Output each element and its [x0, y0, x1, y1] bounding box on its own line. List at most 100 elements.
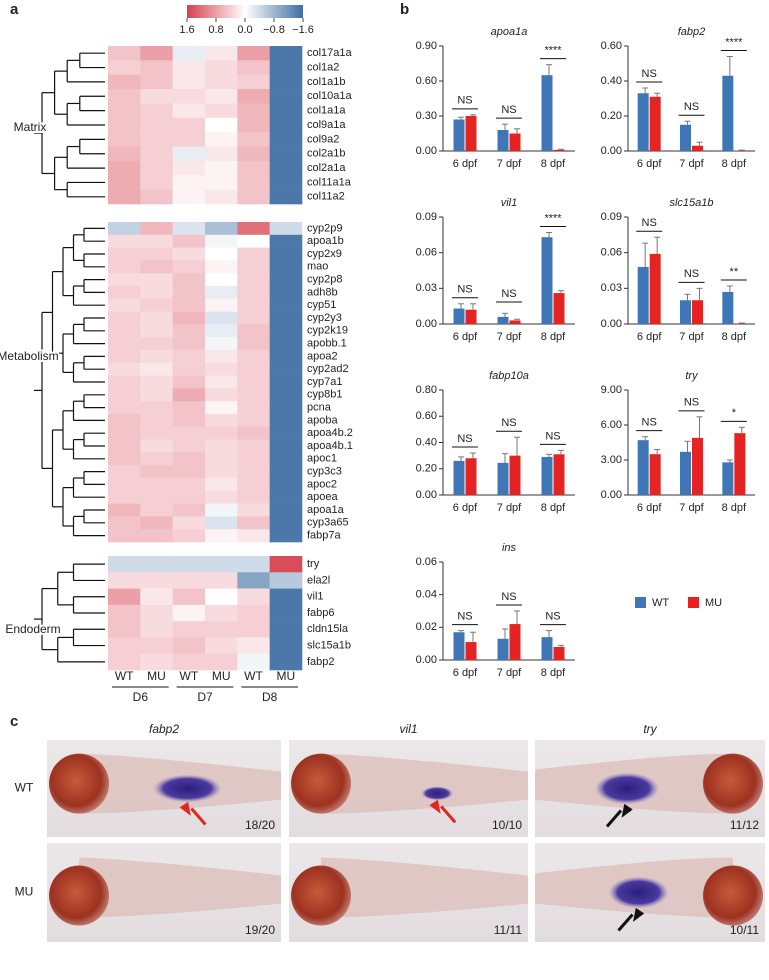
legend-label: MU [705, 597, 722, 609]
heatmap-cell [237, 247, 270, 261]
heatmap-cell [140, 160, 173, 176]
heatmap-cell [269, 74, 303, 90]
heatmap-cell [205, 401, 238, 415]
heatmap-cell [172, 490, 206, 504]
heatmap-cell [269, 298, 303, 312]
heatmap-cell [269, 604, 303, 622]
heatmap-cell [172, 588, 206, 606]
heatmap-cell [140, 452, 173, 466]
photo: 10/11 [535, 843, 765, 942]
x-tick-label: 8 dpf [722, 502, 747, 514]
heatmap-cell [140, 132, 173, 147]
heatmap-cell [140, 234, 173, 248]
heatmap-cell [140, 298, 173, 312]
y-tick-label: 0.60 [601, 40, 622, 52]
significance-label: **** [725, 36, 743, 48]
gene-label: adh8b [307, 286, 338, 298]
heatmap-cell [237, 490, 270, 504]
significance-label: NS [457, 284, 472, 296]
fish-eye [291, 753, 351, 814]
heatmap-cell [205, 175, 238, 190]
heatmap-cell [108, 132, 141, 147]
arrow-head [429, 799, 441, 814]
heatmap-cell [172, 478, 206, 492]
gene-label: mao [307, 261, 328, 273]
bar [465, 116, 477, 151]
heatmap-cell [172, 247, 206, 261]
heatmap-cell [140, 478, 173, 492]
bar [497, 462, 509, 495]
heatmap-cell [269, 588, 303, 606]
heatmap-cell [237, 89, 270, 104]
count-label: 10/10 [492, 818, 522, 832]
heatmap-cell [205, 350, 238, 364]
heatmap-cell [237, 60, 270, 76]
heatmap-cell [205, 375, 238, 389]
bar [649, 96, 661, 151]
bar [541, 237, 553, 324]
heatmap-cell [269, 311, 303, 325]
heatmap-cell [237, 529, 270, 543]
gene-label: fabp6 [307, 607, 335, 619]
heatmap-cell [172, 452, 206, 466]
x-tick-label: 6 dpf [637, 331, 662, 343]
heatmap-cell [205, 337, 238, 351]
heatmap-cell [140, 89, 173, 104]
heatmap-cell [205, 478, 238, 492]
heatmap-cell [140, 311, 173, 325]
heatmap-cell [172, 260, 206, 274]
y-tick-label: 0.04 [416, 589, 437, 601]
heatmap-cell [108, 324, 141, 338]
heatmap-cell [237, 273, 270, 287]
heatmap-cell [172, 604, 206, 622]
row-label: MU [15, 885, 34, 899]
x-tick-label: 7 dpf [679, 158, 704, 170]
x-tick-label: 8 dpf [541, 158, 566, 170]
gene-label: apoa2 [307, 350, 338, 362]
day-label: D8 [262, 690, 278, 704]
y-tick-label: 0.00 [416, 145, 437, 157]
gene-label: apoba [307, 414, 338, 426]
significance-label: **** [544, 45, 562, 57]
heatmap-cell [237, 189, 270, 205]
gene-label: col1a1a [307, 105, 346, 117]
heatmap-cell [205, 222, 238, 236]
heatmap-cell [237, 556, 270, 573]
count-label: 11/12 [730, 818, 759, 832]
arrow-head [179, 801, 191, 816]
heatmap-cell [237, 516, 270, 530]
heatmap-cell [108, 414, 141, 428]
heatmap-cell [140, 604, 173, 622]
gene-label: col11a2 [307, 191, 345, 203]
gene-label: pcna [307, 402, 332, 414]
heatmap-cell [205, 503, 238, 517]
arrow-head [633, 907, 645, 922]
significance-label: NS [457, 611, 472, 623]
heatmap-cell [205, 286, 238, 300]
heatmap-cell [108, 556, 141, 573]
x-tick-label: 6 dpf [453, 502, 478, 514]
heatmap-cell [172, 350, 206, 364]
colorbar-tick-label: 0.8 [208, 24, 223, 36]
heatmap-cell [269, 503, 303, 517]
fish-eye [291, 865, 351, 926]
gene-label: cyp3c3 [307, 466, 342, 478]
bar [692, 437, 703, 495]
bar [509, 320, 521, 324]
significance-label: NS [642, 68, 657, 80]
gene-label: col2a1a [307, 162, 346, 174]
heatmap-cell [108, 490, 141, 504]
y-tick-label: 0.40 [416, 436, 437, 448]
day-label: D6 [133, 690, 149, 704]
heatmap-cell [237, 311, 270, 325]
y-tick-label: 0.90 [416, 40, 437, 52]
heatmap-cell [269, 439, 303, 453]
y-tick-label: 0.60 [416, 75, 437, 87]
significance-label: NS [642, 217, 657, 229]
stain [595, 772, 659, 805]
heatmap-cell [237, 337, 270, 351]
arrow [605, 809, 623, 828]
heatmap-cell [269, 175, 303, 190]
legend-label: WT [652, 597, 669, 609]
gene-label: cyp3a65 [307, 517, 349, 529]
